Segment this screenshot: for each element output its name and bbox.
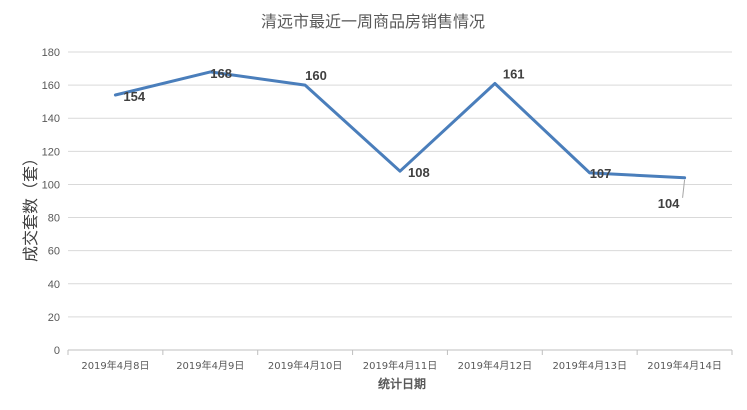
series-line xyxy=(113,70,687,180)
x-axis-title: 统计日期 xyxy=(378,376,426,391)
gridlines xyxy=(68,51,732,318)
y-tick-label: 20 xyxy=(48,312,60,324)
y-tick-label: 60 xyxy=(48,246,60,258)
data-label: 108 xyxy=(408,165,430,180)
y-tick-label: 160 xyxy=(42,80,60,92)
y-tick-label: 140 xyxy=(42,113,60,125)
data-label: 161 xyxy=(503,66,525,81)
y-tick-label: 180 xyxy=(42,47,60,59)
x-tick-label: 2019年4月12日 xyxy=(458,359,533,372)
data-label: 154 xyxy=(123,89,145,104)
x-tick-label: 2019年4月9日 xyxy=(176,359,244,372)
x-tick-label: 2019年4月10日 xyxy=(268,359,343,372)
chart-title: 清远市最近一周商品房销售情况 xyxy=(261,12,485,31)
x-tick-labels: 2019年4月8日 2019年4月9日 2019年4月10日 2019年4月11日 20… xyxy=(81,359,722,372)
y-tick-labels: 0 20 40 60 80 100 120 140 160 180 xyxy=(42,47,60,357)
data-labels: 154 168 160 108 161 107 104 xyxy=(123,66,686,211)
data-label: 104 xyxy=(658,196,680,211)
y-tick-label: 120 xyxy=(42,146,60,158)
y-tick-label: 0 xyxy=(54,345,60,357)
data-label-leader xyxy=(682,179,686,198)
y-axis-title: 成交套数（套） xyxy=(21,150,40,262)
data-label: 168 xyxy=(210,66,232,81)
data-label: 107 xyxy=(590,166,612,181)
axes xyxy=(67,349,733,355)
y-tick-label: 40 xyxy=(48,279,60,291)
x-tick-label: 2019年4月8日 xyxy=(81,359,149,372)
x-tick-label: 2019年4月11日 xyxy=(363,359,438,372)
x-tick-label: 2019年4月13日 xyxy=(552,359,627,372)
series-lines xyxy=(113,70,687,180)
data-label: 160 xyxy=(305,68,327,83)
y-tick-label: 100 xyxy=(42,179,60,191)
y-tick-label: 80 xyxy=(48,213,60,225)
x-tick-label: 2019年4月14日 xyxy=(647,359,722,372)
